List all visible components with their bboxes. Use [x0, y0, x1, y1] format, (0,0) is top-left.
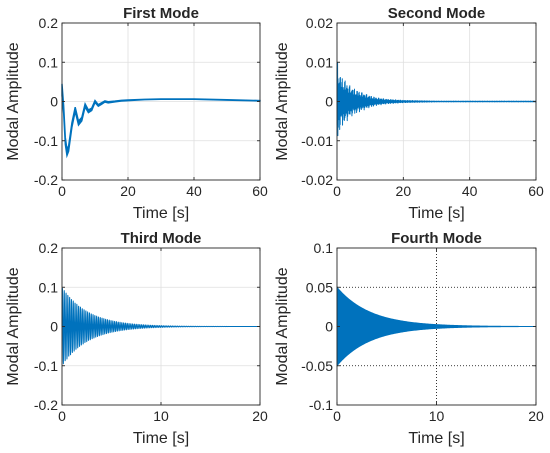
x-tick-label: 60 — [252, 183, 268, 199]
chart-third-mode: 0 10 20 -0.2 -0.1 0 0.1 0.2 Third Mode Time [s] Mo… — [5, 230, 268, 447]
y-tick-label: 0 — [50, 319, 58, 335]
x-axis-label: Time [s] — [133, 205, 189, 222]
y-tick-label: 0 — [325, 94, 333, 110]
x-tick-label: 20 — [120, 183, 136, 199]
y-tick-label: 0 — [325, 319, 333, 335]
y-tick-label: 0.01 — [306, 54, 333, 70]
y-tick-label: -0.1 — [34, 358, 58, 374]
y-tick-label: -0.1 — [34, 133, 58, 149]
y-tick-label: 0.2 — [39, 240, 59, 256]
x-tick-label: 40 — [186, 183, 202, 199]
y-tick-label: -0.2 — [34, 172, 58, 188]
x-axis-label: Time [s] — [408, 430, 464, 447]
chart-title-fourth-mode: Fourth Mode — [391, 230, 482, 247]
chart-title-third-mode: Third Mode — [121, 230, 202, 247]
x-tick-label: 10 — [153, 408, 169, 424]
series-line — [336, 61, 537, 137]
x-tick-label: 40 — [462, 183, 478, 199]
y-tick-label: -0.2 — [34, 397, 58, 413]
x-axis-label: Time [s] — [133, 430, 189, 447]
x-tick-label: 20 — [528, 408, 544, 424]
chart-title-first-mode: First Mode — [123, 5, 199, 22]
y-tick-label: 0 — [50, 94, 58, 110]
y-axis-label: Modal Amplitude — [274, 267, 291, 385]
y-tick-label: 0.1 — [39, 54, 59, 70]
y-axis-label: Modal Amplitude — [274, 42, 291, 160]
y-tick-label: 0.1 — [314, 240, 334, 256]
y-tick-label: 0.05 — [306, 279, 333, 295]
y-axis-label: Modal Amplitude — [5, 42, 22, 160]
x-tick-label: 20 — [252, 408, 268, 424]
chart-second-mode: 0 20 40 60 -0.02 -0.01 0 0.01 0.02 Second Mode Tim… — [274, 5, 544, 222]
y-tick-label: -0.1 — [309, 397, 333, 413]
series-line — [61, 287, 261, 365]
x-axis-label: Time [s] — [408, 205, 464, 222]
y-tick-label: 0.2 — [39, 15, 59, 31]
x-tick-label: 0 — [333, 183, 341, 199]
y-tick-label: 0.02 — [306, 15, 333, 31]
x-tick-label: 10 — [429, 408, 445, 424]
x-tick-label: 20 — [396, 183, 412, 199]
y-tick-label: 0.1 — [39, 279, 59, 295]
x-tick-label: 0 — [58, 183, 66, 199]
y-tick-label: -0.01 — [301, 133, 333, 149]
chart-fourth-mode: 0 10 20 -0.1 -0.05 0 0.05 0.1 Fourth Mode Time [s… — [274, 230, 544, 447]
y-axis-label: Modal Amplitude — [5, 267, 22, 385]
y-tick-label: -0.05 — [301, 358, 333, 374]
chart-first-mode: 0 20 40 60 -0.2 -0.1 0 0.1 0.2 First Mode Time [s]… — [5, 5, 268, 222]
y-tick-label: -0.02 — [301, 172, 333, 188]
x-tick-label: 60 — [528, 183, 544, 199]
chart-title-second-mode: Second Mode — [388, 5, 486, 22]
x-tick-label: 0 — [58, 408, 66, 424]
x-tick-label: 0 — [333, 408, 341, 424]
